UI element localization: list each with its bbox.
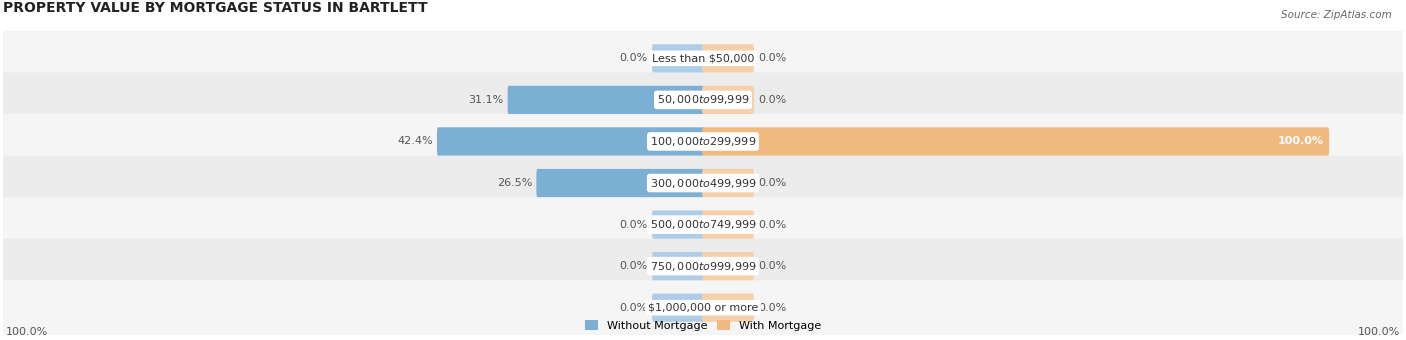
- Text: $50,000 to $99,999: $50,000 to $99,999: [657, 94, 749, 106]
- FancyBboxPatch shape: [702, 293, 754, 322]
- Text: 0.0%: 0.0%: [620, 261, 648, 271]
- FancyBboxPatch shape: [652, 44, 704, 72]
- Text: 0.0%: 0.0%: [620, 303, 648, 313]
- Text: 100.0%: 100.0%: [1358, 327, 1400, 337]
- Text: 0.0%: 0.0%: [758, 303, 786, 313]
- FancyBboxPatch shape: [1, 31, 1405, 86]
- Text: Less than $50,000: Less than $50,000: [652, 53, 754, 63]
- FancyBboxPatch shape: [702, 127, 1329, 156]
- Legend: Without Mortgage, With Mortgage: Without Mortgage, With Mortgage: [581, 316, 825, 335]
- Text: PROPERTY VALUE BY MORTGAGE STATUS IN BARTLETT: PROPERTY VALUE BY MORTGAGE STATUS IN BAR…: [3, 1, 427, 15]
- FancyBboxPatch shape: [652, 252, 704, 280]
- FancyBboxPatch shape: [702, 169, 754, 197]
- FancyBboxPatch shape: [702, 252, 754, 280]
- Text: $1,000,000 or more: $1,000,000 or more: [648, 303, 758, 313]
- FancyBboxPatch shape: [1, 156, 1405, 210]
- Text: 0.0%: 0.0%: [758, 178, 786, 188]
- Text: 0.0%: 0.0%: [620, 220, 648, 230]
- FancyBboxPatch shape: [1, 197, 1405, 252]
- Text: 100.0%: 100.0%: [1277, 136, 1323, 147]
- Text: 0.0%: 0.0%: [620, 53, 648, 63]
- Text: 31.1%: 31.1%: [468, 95, 503, 105]
- FancyBboxPatch shape: [702, 210, 754, 239]
- Text: 0.0%: 0.0%: [758, 261, 786, 271]
- Text: Source: ZipAtlas.com: Source: ZipAtlas.com: [1281, 10, 1392, 20]
- Text: $300,000 to $499,999: $300,000 to $499,999: [650, 176, 756, 189]
- FancyBboxPatch shape: [652, 210, 704, 239]
- FancyBboxPatch shape: [702, 86, 754, 114]
- FancyBboxPatch shape: [536, 169, 704, 197]
- FancyBboxPatch shape: [702, 44, 754, 72]
- Text: 100.0%: 100.0%: [6, 327, 48, 337]
- FancyBboxPatch shape: [1, 114, 1405, 169]
- FancyBboxPatch shape: [1, 239, 1405, 293]
- Text: 0.0%: 0.0%: [758, 53, 786, 63]
- FancyBboxPatch shape: [437, 127, 704, 156]
- FancyBboxPatch shape: [1, 280, 1405, 335]
- FancyBboxPatch shape: [652, 293, 704, 322]
- FancyBboxPatch shape: [508, 86, 704, 114]
- Text: 26.5%: 26.5%: [496, 178, 533, 188]
- Text: 0.0%: 0.0%: [758, 95, 786, 105]
- Text: 42.4%: 42.4%: [398, 136, 433, 147]
- Text: 0.0%: 0.0%: [758, 220, 786, 230]
- Text: $100,000 to $299,999: $100,000 to $299,999: [650, 135, 756, 148]
- Text: $500,000 to $749,999: $500,000 to $749,999: [650, 218, 756, 231]
- FancyBboxPatch shape: [1, 72, 1405, 127]
- Text: $750,000 to $999,999: $750,000 to $999,999: [650, 260, 756, 273]
